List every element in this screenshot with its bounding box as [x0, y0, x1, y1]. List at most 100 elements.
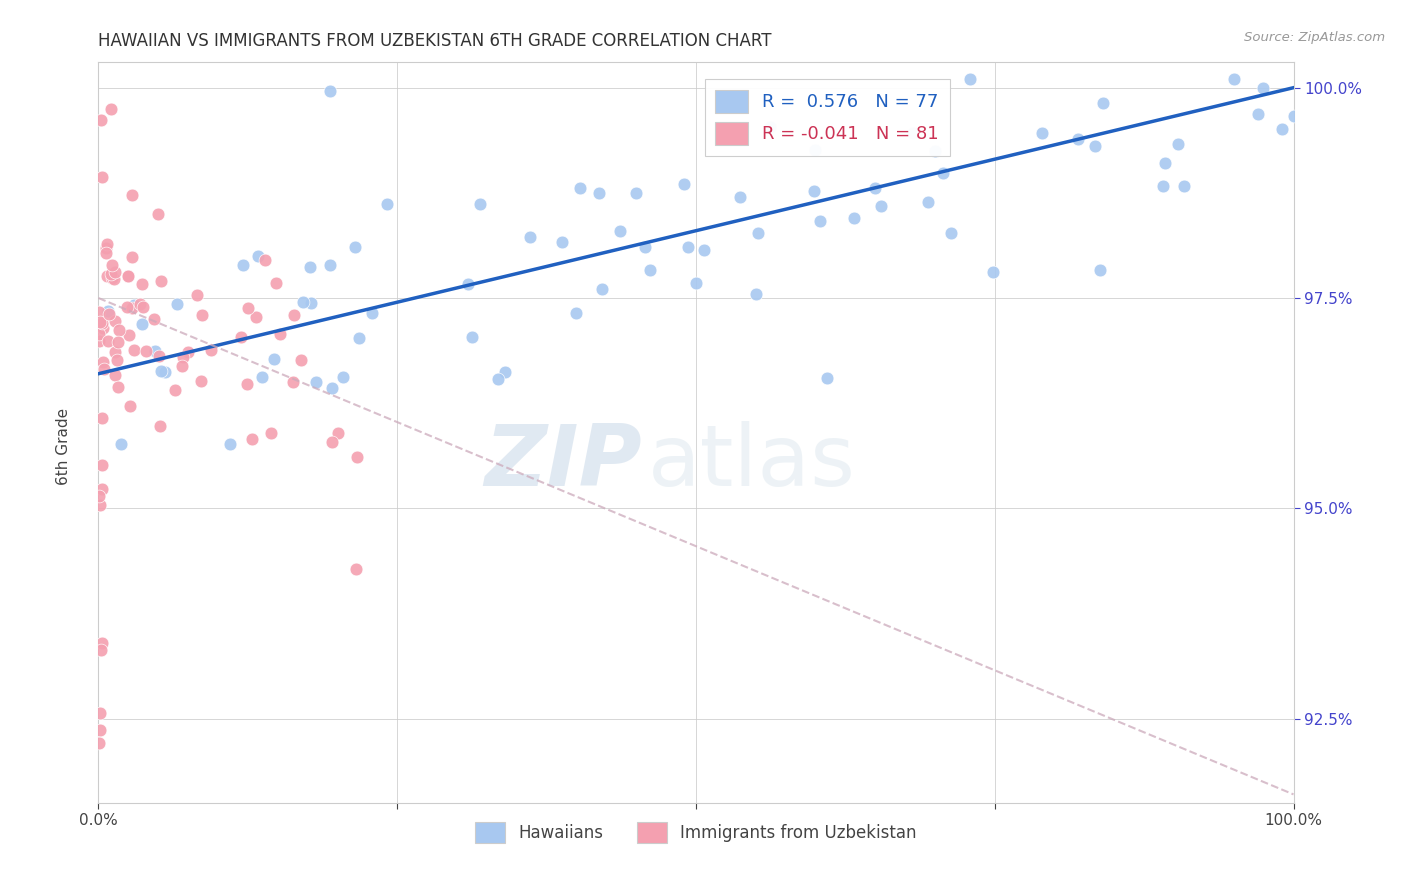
Point: [87, 305, 110, 319]
Point: [1223, 72, 1246, 87]
Point: [91, 458, 114, 472]
Point: [150, 274, 173, 288]
Point: [745, 286, 768, 301]
Point: [932, 166, 955, 180]
Point: [90, 642, 112, 657]
Point: [1251, 81, 1274, 95]
Text: Source: ZipAtlas.com: Source: ZipAtlas.com: [1244, 31, 1385, 45]
Point: [172, 350, 194, 364]
Point: [231, 330, 253, 344]
Point: [551, 235, 574, 249]
Point: [104, 265, 127, 279]
Point: [105, 353, 128, 368]
Point: [676, 240, 699, 254]
Point: [1173, 179, 1195, 194]
Point: [129, 297, 152, 311]
Point: [87, 327, 110, 342]
Point: [242, 432, 264, 446]
Point: [672, 177, 695, 191]
Point: [91, 636, 114, 650]
Point: [626, 186, 648, 200]
Point: [101, 258, 124, 272]
Point: [494, 365, 516, 379]
Point: [107, 335, 129, 350]
Point: [149, 364, 172, 378]
Point: [1271, 122, 1294, 136]
Point: [121, 250, 143, 264]
Point: [959, 72, 981, 87]
Point: [91, 170, 114, 185]
Point: [1084, 139, 1107, 153]
Point: [281, 375, 304, 389]
Point: [97, 307, 120, 321]
Point: [108, 323, 131, 337]
Point: [844, 211, 866, 225]
Point: [263, 352, 285, 367]
Point: [143, 344, 166, 359]
Point: [344, 562, 367, 576]
Point: [290, 352, 312, 367]
Point: [1031, 127, 1053, 141]
Point: [299, 260, 322, 274]
Point: [332, 370, 354, 384]
Point: [97, 304, 120, 318]
Point: [759, 120, 782, 135]
Text: ZIP: ZIP: [485, 421, 643, 504]
Point: [344, 240, 367, 254]
Point: [90, 482, 112, 496]
Point: [470, 197, 492, 211]
Point: [939, 226, 962, 240]
Point: [269, 327, 291, 342]
Point: [568, 181, 591, 195]
Point: [1153, 156, 1175, 170]
Point: [89, 315, 111, 329]
Point: [377, 197, 399, 211]
Point: [122, 298, 145, 312]
Point: [588, 186, 610, 201]
Point: [97, 334, 120, 348]
Point: [142, 311, 165, 326]
Point: [232, 258, 254, 272]
Point: [250, 369, 273, 384]
Point: [346, 450, 368, 465]
Point: [360, 306, 382, 320]
Point: [321, 381, 343, 395]
Point: [236, 301, 259, 315]
Point: [94, 245, 117, 260]
Point: [170, 359, 193, 373]
Point: [254, 253, 277, 268]
Point: [638, 263, 661, 277]
Point: [89, 499, 111, 513]
Point: [728, 190, 751, 204]
Point: [177, 345, 200, 359]
Point: [153, 365, 176, 379]
Point: [1152, 178, 1174, 193]
Point: [104, 345, 127, 359]
Point: [326, 426, 349, 441]
Point: [685, 276, 707, 290]
Point: [96, 237, 118, 252]
Point: [1247, 106, 1270, 120]
Point: [299, 296, 322, 310]
Point: [1167, 137, 1189, 152]
Point: [131, 277, 153, 292]
Point: [903, 127, 925, 141]
Point: [117, 268, 139, 283]
Point: [565, 306, 588, 320]
Point: [190, 374, 212, 388]
Point: [461, 330, 484, 344]
Point: [148, 349, 170, 363]
Point: [693, 243, 716, 257]
Point: [609, 224, 631, 238]
Point: [166, 297, 188, 311]
Point: [924, 144, 946, 158]
Point: [89, 489, 111, 503]
Point: [519, 229, 541, 244]
Point: [260, 426, 283, 441]
Point: [283, 308, 305, 322]
Point: [121, 188, 143, 202]
Point: [1090, 263, 1112, 277]
Point: [117, 269, 139, 284]
Point: [93, 321, 115, 335]
Point: [149, 418, 172, 433]
